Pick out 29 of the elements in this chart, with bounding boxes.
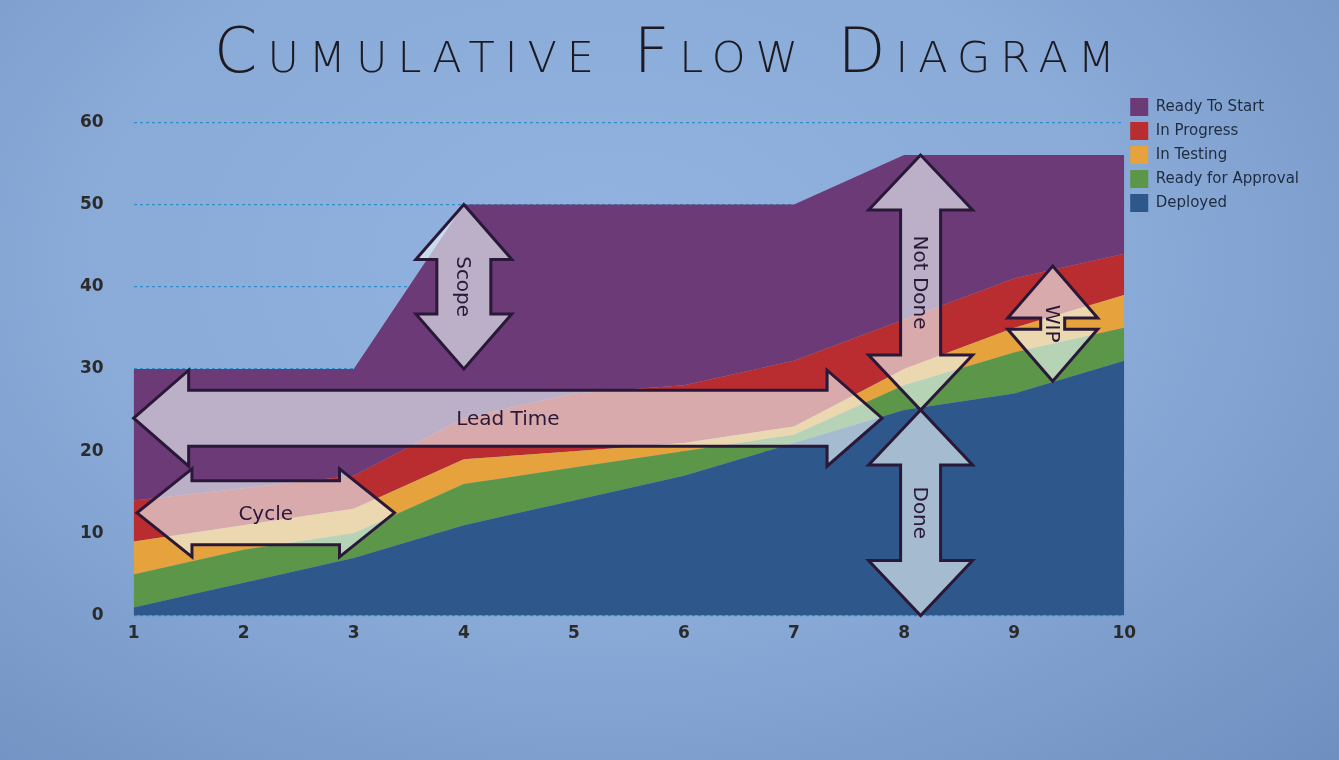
x-tick-label: 5 <box>567 622 580 643</box>
x-tick-label: 6 <box>678 622 690 643</box>
y-tick-label: 10 <box>79 521 104 542</box>
legend-label: In Testing <box>1155 144 1228 163</box>
annotation: Cycle <box>238 500 294 525</box>
legend-label: Ready To Start <box>1155 96 1265 115</box>
annotation: Lead Time <box>456 406 560 431</box>
chart-title: Cumulative Flow Diagram <box>213 14 1126 87</box>
x-tick-label: 1 <box>127 622 140 643</box>
x-tick-label: 4 <box>457 622 470 643</box>
y-tick-label: 40 <box>79 275 104 296</box>
y-tick-label: 50 <box>79 192 104 213</box>
legend-label: Deployed <box>1155 192 1227 211</box>
x-tick-label: 7 <box>788 622 800 643</box>
y-tick-label: 60 <box>79 110 104 131</box>
annotation: Not Done <box>908 235 933 330</box>
x-tick-label: 3 <box>347 622 360 643</box>
x-tick-label: 10 <box>1112 622 1137 643</box>
y-tick-label: 20 <box>79 439 104 460</box>
x-tick-label: 2 <box>237 622 250 643</box>
legend-label: In Progress <box>1155 120 1239 139</box>
x-tick-label: 9 <box>1008 622 1021 643</box>
y-tick-label: 0 <box>91 604 104 625</box>
y-tick-label: 30 <box>79 357 104 378</box>
legend-label: Ready for Approval <box>1155 168 1300 187</box>
x-tick-label: 8 <box>898 622 911 643</box>
annotation: Done <box>908 486 933 540</box>
annotation: Scope <box>451 256 476 318</box>
annotation: WIP <box>1040 304 1065 343</box>
